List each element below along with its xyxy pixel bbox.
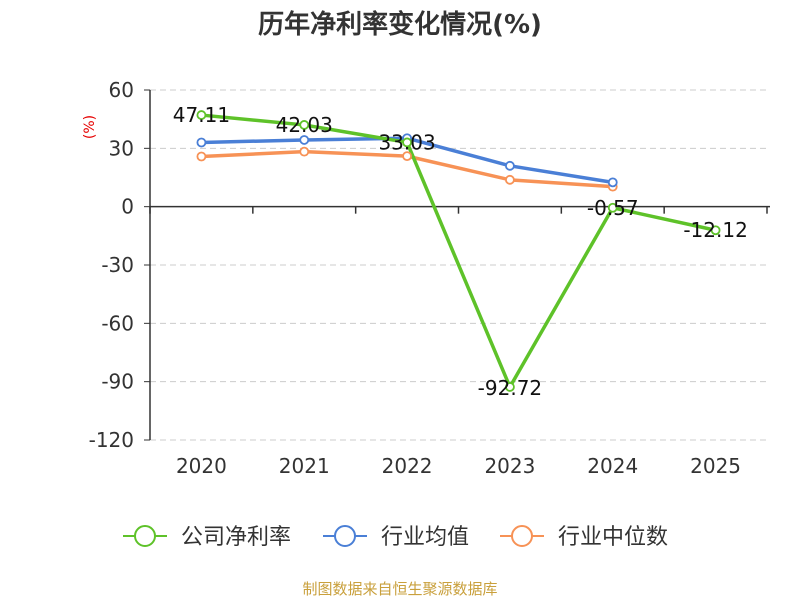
legend-marker	[134, 525, 156, 547]
data-point	[196, 110, 207, 120]
data-label: -0.57	[587, 196, 639, 220]
data-point	[607, 177, 618, 188]
data-label: 42.03	[276, 113, 333, 137]
y-tick-label: 30	[109, 136, 134, 160]
y-axis-label: (%)	[82, 115, 98, 139]
legend: 公司净利率 行业均值 行业中位数	[123, 525, 668, 550]
source-note: 制图数据来自恒生聚源数据库	[302, 580, 497, 598]
legend-marker	[334, 525, 356, 547]
data-point	[402, 151, 412, 162]
data-point	[299, 135, 310, 145]
series-points	[196, 110, 721, 392]
data-point	[299, 146, 310, 157]
data-label: 33.03	[378, 130, 435, 154]
chart-title: 历年净利率变化情况(%)	[258, 9, 542, 40]
legend-marker	[511, 525, 533, 547]
x-tick-label: 2022	[382, 454, 433, 478]
x-tick-label: 2021	[279, 454, 330, 478]
data-point	[505, 382, 515, 392]
series-lines	[201, 113, 716, 389]
legend-label: 行业中位数	[558, 525, 668, 550]
data-point	[402, 137, 412, 148]
data-label: 47.11	[173, 103, 230, 127]
data-labels: 47.11 42.03 33.03 -92.72 -0.57 -12.12	[173, 103, 748, 400]
data-point	[505, 160, 515, 171]
axes	[144, 89, 770, 441]
data-point	[299, 120, 310, 130]
legend-label: 行业均值	[381, 525, 469, 550]
x-tick-label: 2020	[176, 454, 227, 478]
series-line	[201, 113, 716, 389]
x-tick-label: 2024	[587, 454, 638, 478]
y-tick-label: -90	[101, 370, 134, 394]
x-tick-labels: 2020 2021 2022 2023 2024 2025	[176, 454, 741, 478]
y-tick-label: 0	[121, 195, 134, 219]
y-tick-label: -60	[101, 311, 134, 335]
y-tick-label: -120	[89, 428, 134, 452]
x-tick-label: 2023	[484, 454, 535, 478]
legend-label: 公司净利率	[181, 525, 291, 550]
y-tick-label: -30	[101, 253, 134, 277]
y-tick-labels: 60 30 0 -30 -60 -90 -120	[89, 78, 134, 452]
data-point	[196, 151, 207, 162]
data-point	[505, 174, 515, 185]
x-tick-label: 2025	[690, 454, 741, 478]
data-point	[196, 137, 207, 148]
data-label: -12.12	[683, 218, 747, 242]
data-point	[710, 225, 721, 236]
grid-lines	[150, 89, 767, 441]
data-point	[607, 202, 618, 213]
y-tick-label: 60	[109, 78, 134, 102]
data-label: -92.72	[478, 376, 542, 400]
